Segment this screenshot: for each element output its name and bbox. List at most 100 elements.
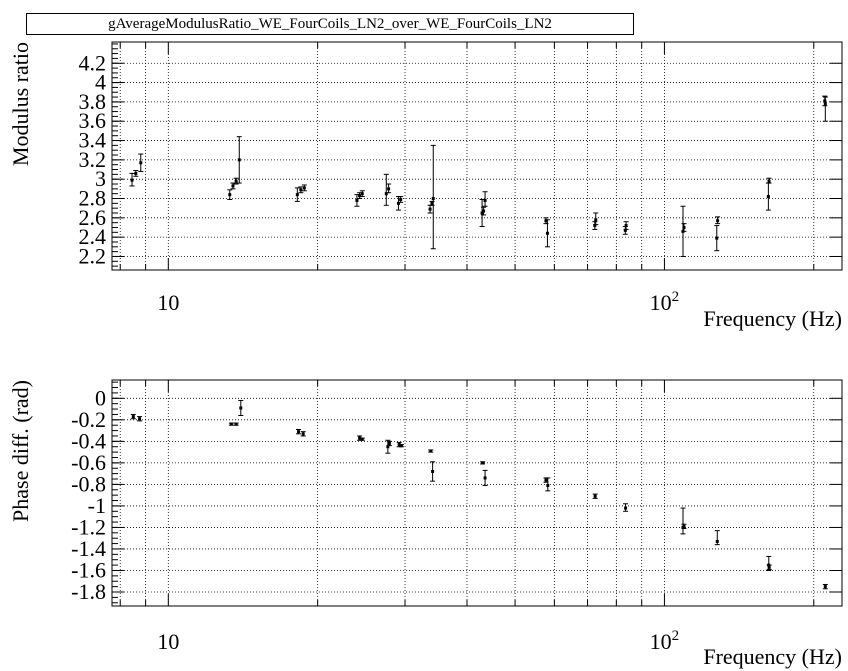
point-marker	[134, 171, 138, 175]
point-marker	[767, 179, 771, 183]
x-axis-label: Frequency (Hz)	[703, 306, 842, 331]
data-point	[359, 190, 365, 198]
point-marker	[767, 565, 771, 569]
y-tick-label: 2.6	[79, 205, 107, 230]
x-tick-label-base: 10	[650, 629, 672, 654]
plot-frame	[111, 41, 843, 271]
point-marker	[823, 585, 827, 589]
point-marker	[386, 445, 390, 449]
data-point	[301, 184, 307, 192]
data-point	[428, 449, 434, 453]
point-marker	[715, 539, 719, 543]
y-tick-label: 2.8	[79, 186, 107, 211]
point-marker	[237, 158, 241, 162]
y-tick-label: -0.8	[71, 471, 106, 496]
point-marker	[624, 224, 628, 228]
y-tick-label: -0.6	[71, 450, 106, 475]
x-tick-label-exponent: 2	[672, 628, 680, 644]
y-tick-label: -1.2	[71, 514, 106, 539]
data-point	[228, 422, 234, 426]
point-marker	[431, 197, 435, 201]
data-point	[296, 429, 302, 435]
data-point	[766, 177, 772, 184]
y-tick-label: -1.8	[71, 579, 106, 604]
x-tick-label: 102	[650, 628, 680, 654]
data-point	[481, 206, 487, 216]
y-tick-label: -1.4	[71, 536, 106, 561]
point-marker	[544, 478, 548, 482]
point-marker	[715, 236, 719, 240]
modulus-ratio-panel: 2.22.42.62.833.23.43.63.844.210 102Freque…	[8, 41, 843, 331]
data-point	[622, 226, 628, 235]
x-tick-label: 10	[157, 629, 179, 654]
point-marker	[716, 219, 720, 223]
data-point	[681, 223, 687, 232]
data-point	[230, 182, 236, 190]
point-marker	[229, 422, 233, 426]
data-point	[138, 153, 144, 172]
data-point	[398, 196, 404, 203]
data-point	[593, 212, 599, 226]
point-marker	[239, 406, 243, 410]
point-marker	[384, 192, 388, 196]
point-marker	[358, 436, 362, 440]
point-marker	[428, 207, 432, 211]
data-point	[233, 177, 239, 185]
data-point	[714, 530, 720, 546]
point-marker	[399, 444, 403, 448]
data-point	[359, 437, 365, 441]
data-point	[482, 191, 488, 207]
point-marker	[430, 201, 434, 205]
point-marker	[766, 195, 770, 199]
point-marker	[355, 198, 359, 202]
data-point	[479, 198, 485, 228]
data-point	[480, 461, 486, 465]
data-point	[236, 136, 242, 184]
data-point	[398, 444, 404, 448]
data-point	[298, 186, 304, 194]
data-point	[822, 96, 828, 122]
data-point	[714, 225, 720, 252]
data-point	[765, 182, 771, 211]
point-marker	[131, 415, 135, 419]
point-marker	[228, 193, 232, 197]
y-tick-label: 4.2	[79, 50, 107, 75]
data-point	[681, 523, 687, 530]
data-point	[385, 439, 391, 454]
point-marker	[682, 225, 686, 229]
data-point	[386, 183, 392, 194]
y-axis-label: Phase diff. (rad)	[8, 380, 33, 522]
point-marker	[396, 201, 400, 205]
point-marker	[544, 219, 548, 223]
data-point	[715, 216, 721, 225]
point-marker	[481, 461, 485, 465]
point-marker	[823, 102, 827, 106]
plot-frame	[111, 379, 843, 607]
point-marker	[546, 483, 550, 487]
data-point	[133, 169, 139, 177]
data-point	[227, 189, 233, 200]
point-marker	[360, 192, 364, 196]
point-marker	[624, 506, 628, 510]
point-marker	[231, 184, 235, 188]
data-point	[300, 431, 306, 437]
x-tick-label-exponent: 2	[672, 289, 680, 305]
y-tick-label: -0.4	[71, 428, 106, 453]
point-marker	[429, 449, 433, 453]
data-point	[430, 461, 436, 482]
point-marker	[399, 197, 403, 201]
point-marker	[594, 218, 598, 222]
point-marker	[545, 231, 549, 235]
data-point	[137, 416, 143, 422]
data-point	[623, 503, 629, 512]
data-point	[545, 477, 551, 492]
point-marker	[623, 228, 627, 232]
point-marker	[130, 178, 134, 182]
data-point	[482, 469, 488, 486]
y-tick-label: 3.8	[79, 89, 107, 114]
data-point	[238, 399, 244, 417]
point-marker	[358, 194, 362, 198]
point-marker	[387, 441, 391, 445]
data-point	[294, 187, 300, 202]
y-tick-label: -1	[88, 493, 106, 518]
